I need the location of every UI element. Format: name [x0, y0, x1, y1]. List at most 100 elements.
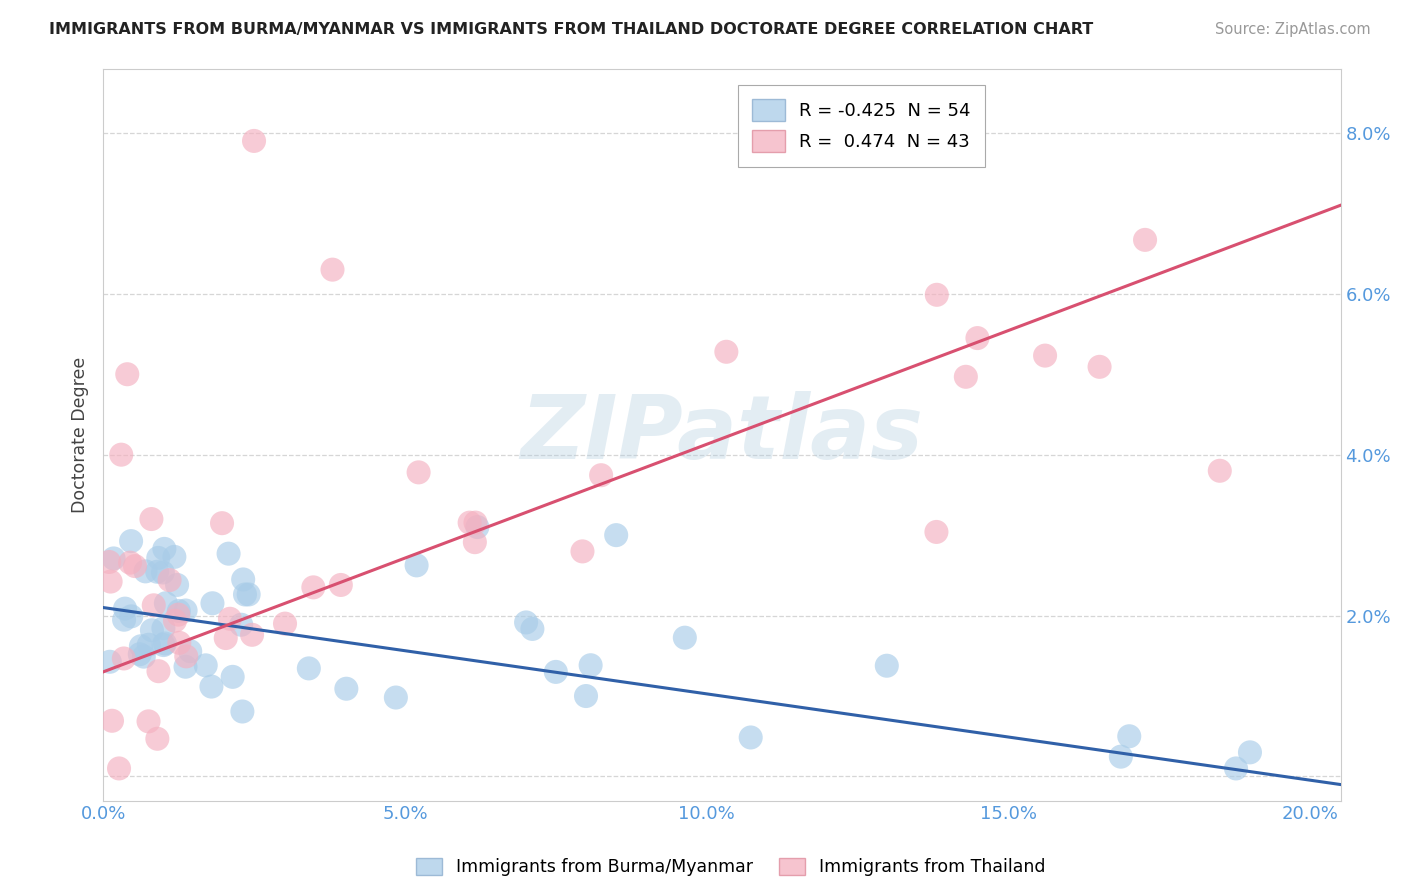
Point	[120, 534, 142, 549]
Point	[522, 622, 544, 636]
Point	[591, 468, 613, 483]
Point	[138, 714, 160, 729]
Point	[1109, 749, 1132, 764]
Point	[124, 559, 146, 574]
Point	[110, 448, 132, 462]
Point	[117, 368, 139, 382]
Point	[1239, 745, 1261, 759]
Point	[321, 262, 343, 277]
Point	[155, 596, 177, 610]
Point	[298, 661, 321, 675]
Point	[174, 649, 197, 664]
Point	[169, 636, 191, 650]
Point	[1118, 729, 1140, 743]
Point	[141, 512, 163, 526]
Legend: R = -0.425  N = 54, R =  0.474  N = 43: R = -0.425 N = 54, R = 0.474 N = 43	[738, 85, 986, 167]
Point	[138, 638, 160, 652]
Point	[200, 680, 222, 694]
Point	[120, 556, 142, 570]
Point	[464, 516, 486, 530]
Point	[329, 578, 352, 592]
Point	[194, 658, 217, 673]
Point	[152, 566, 174, 580]
Point	[163, 614, 186, 628]
Point	[142, 599, 165, 613]
Point	[201, 596, 224, 610]
Point	[458, 516, 481, 530]
Point	[955, 369, 977, 384]
Point	[167, 607, 190, 622]
Point	[233, 587, 256, 601]
Point	[238, 587, 260, 601]
Point	[152, 621, 174, 635]
Point	[1225, 761, 1247, 775]
Point	[215, 631, 238, 645]
Point	[274, 616, 297, 631]
Point	[98, 655, 121, 669]
Point	[405, 558, 427, 573]
Point	[114, 601, 136, 615]
Point	[134, 565, 156, 579]
Point	[221, 670, 243, 684]
Point	[231, 617, 253, 632]
Point	[153, 636, 176, 650]
Point	[163, 549, 186, 564]
Point	[515, 615, 537, 630]
Point	[925, 287, 948, 301]
Point	[120, 609, 142, 624]
Point	[673, 631, 696, 645]
Text: IMMIGRANTS FROM BURMA/MYANMAR VS IMMIGRANTS FROM THAILAND DOCTORATE DEGREE CORRE: IMMIGRANTS FROM BURMA/MYANMAR VS IMMIGRA…	[49, 22, 1094, 37]
Point	[101, 714, 124, 728]
Point	[148, 664, 170, 678]
Point	[243, 134, 266, 148]
Point	[579, 658, 602, 673]
Point	[925, 524, 948, 539]
Point	[231, 705, 253, 719]
Point	[108, 761, 131, 775]
Point	[966, 331, 988, 345]
Point	[103, 551, 125, 566]
Point	[605, 528, 627, 542]
Point	[174, 603, 197, 617]
Text: Source: ZipAtlas.com: Source: ZipAtlas.com	[1215, 22, 1371, 37]
Point	[100, 574, 122, 589]
Point	[302, 580, 325, 594]
Point	[876, 658, 898, 673]
Point	[112, 613, 135, 627]
Text: ZIPatlas: ZIPatlas	[520, 391, 924, 478]
Y-axis label: Doctorate Degree: Doctorate Degree	[72, 357, 89, 513]
Point	[571, 544, 593, 558]
Point	[544, 665, 567, 679]
Point	[98, 555, 121, 569]
Point	[167, 604, 190, 618]
Point	[240, 628, 263, 642]
Point	[174, 659, 197, 673]
Point	[1033, 349, 1056, 363]
Point	[467, 520, 489, 534]
Point	[408, 466, 430, 480]
Point	[166, 578, 188, 592]
Point	[218, 547, 240, 561]
Point	[129, 640, 152, 654]
Point	[179, 644, 201, 658]
Point	[464, 535, 486, 549]
Point	[1088, 359, 1111, 374]
Point	[159, 573, 181, 587]
Point	[153, 541, 176, 556]
Point	[112, 651, 135, 665]
Point	[1209, 464, 1232, 478]
Point	[219, 612, 242, 626]
Point	[740, 731, 762, 745]
Point	[1133, 233, 1156, 247]
Legend: Immigrants from Burma/Myanmar, Immigrants from Thailand: Immigrants from Burma/Myanmar, Immigrant…	[411, 853, 1052, 881]
Point	[335, 681, 357, 696]
Point	[141, 624, 163, 638]
Point	[146, 565, 169, 579]
Point	[146, 731, 169, 746]
Point	[575, 689, 598, 703]
Point	[716, 344, 738, 359]
Point	[232, 573, 254, 587]
Point	[148, 550, 170, 565]
Point	[211, 516, 233, 531]
Point	[132, 649, 155, 664]
